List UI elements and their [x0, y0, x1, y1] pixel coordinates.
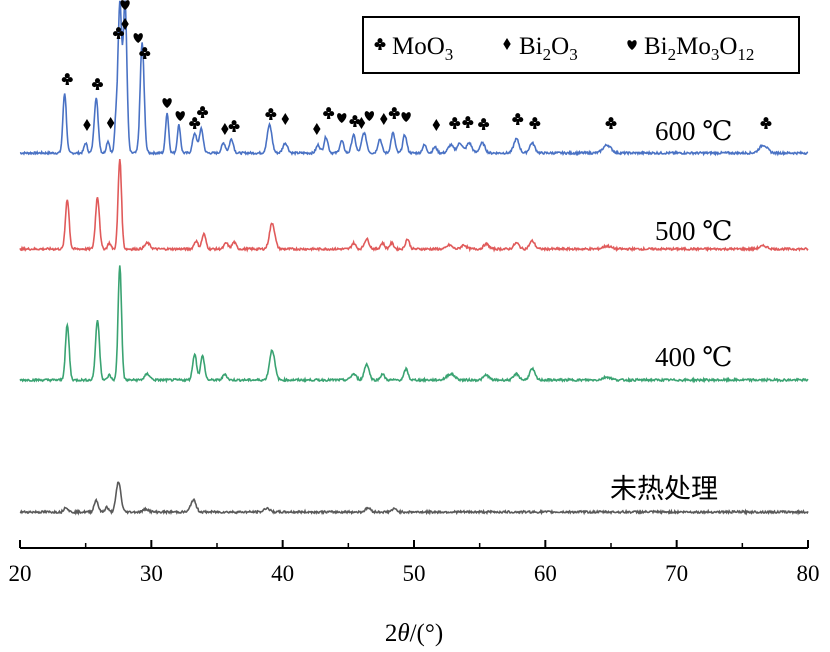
- legend-label-0: MoO3​: [392, 33, 453, 64]
- club-marker: [388, 107, 400, 119]
- diamond-marker: [503, 38, 511, 50]
- curve-labels-group: 600 ℃ 500 ℃ 400 ℃ 未热处理: [610, 116, 732, 504]
- heart-marker: [162, 98, 172, 108]
- heart-marker: [364, 111, 375, 121]
- diamond-marker: [313, 123, 321, 135]
- x-ticks-group: 20 30 40 50 60 70 80: [9, 540, 820, 586]
- club-marker: [512, 113, 524, 125]
- curve-label-500: 500 ℃: [655, 216, 732, 246]
- club-marker: [449, 117, 461, 129]
- club-marker: [323, 107, 335, 119]
- x-tick-label-80: 80: [797, 561, 820, 586]
- legend-label-1: Bi2​O3​: [519, 33, 578, 64]
- x-tick-label-20: 20: [9, 561, 32, 586]
- heart-marker: [120, 0, 130, 11]
- heart-marker: [401, 112, 411, 122]
- club-marker: [112, 27, 125, 39]
- x-tick-label-50: 50: [403, 561, 426, 586]
- x-tick-label-40: 40: [271, 561, 294, 586]
- x-tick-label-60: 60: [534, 561, 557, 586]
- diamond-marker: [281, 113, 290, 125]
- club-marker: [760, 117, 772, 129]
- curve-label-400: 400 ℃: [655, 342, 732, 372]
- diamond-marker: [357, 117, 366, 129]
- curve-label-600: 600 ℃: [655, 116, 732, 146]
- diamond-marker: [121, 18, 129, 30]
- diamond-marker: [106, 117, 115, 129]
- heart-marker: [175, 111, 185, 121]
- club-marker: [265, 108, 277, 120]
- club-marker: [374, 38, 386, 50]
- club-marker: [228, 120, 240, 132]
- club-marker: [605, 117, 617, 129]
- heart-marker: [627, 40, 637, 50]
- club-marker: [61, 73, 73, 85]
- club-marker: [349, 115, 361, 127]
- legend-items-group: MoO3​ Bi2​O3​ Bi2​Mo3​O12​: [374, 33, 754, 64]
- heart-marker: [133, 33, 143, 43]
- series-line-3: [19, 481, 809, 516]
- legend-label-2: Bi2​Mo3​O12​: [644, 33, 754, 64]
- series-line-1: [19, 159, 809, 253]
- x-tick-label-70: 70: [665, 561, 688, 586]
- diamond-marker: [83, 119, 91, 131]
- x-axis: 20 30 40 50 60 70 80 2θ/(°): [9, 540, 820, 647]
- club-marker: [462, 116, 474, 128]
- club-marker: [529, 117, 541, 129]
- club-marker: [139, 47, 151, 59]
- club-marker: [189, 117, 201, 129]
- club-marker: [478, 118, 490, 130]
- club-marker: [91, 78, 104, 90]
- phase-markers-group: [61, 0, 772, 135]
- club-marker: [197, 106, 209, 118]
- diamond-marker: [221, 123, 229, 135]
- diamond-marker: [432, 119, 441, 131]
- legend-box: [362, 16, 800, 74]
- diamond-marker: [380, 113, 388, 125]
- curve-label-untreated: 未热处理: [610, 474, 718, 504]
- series-line-0: [19, 0, 809, 157]
- x-tick-label-30: 30: [140, 561, 163, 586]
- legend: MoO3​ Bi2​O3​ Bi2​Mo3​O12​: [362, 16, 800, 74]
- x-axis-title: 2θ/(°): [385, 620, 443, 647]
- heart-marker: [337, 113, 347, 123]
- curves-group: [19, 0, 809, 516]
- series-line-2: [19, 265, 809, 384]
